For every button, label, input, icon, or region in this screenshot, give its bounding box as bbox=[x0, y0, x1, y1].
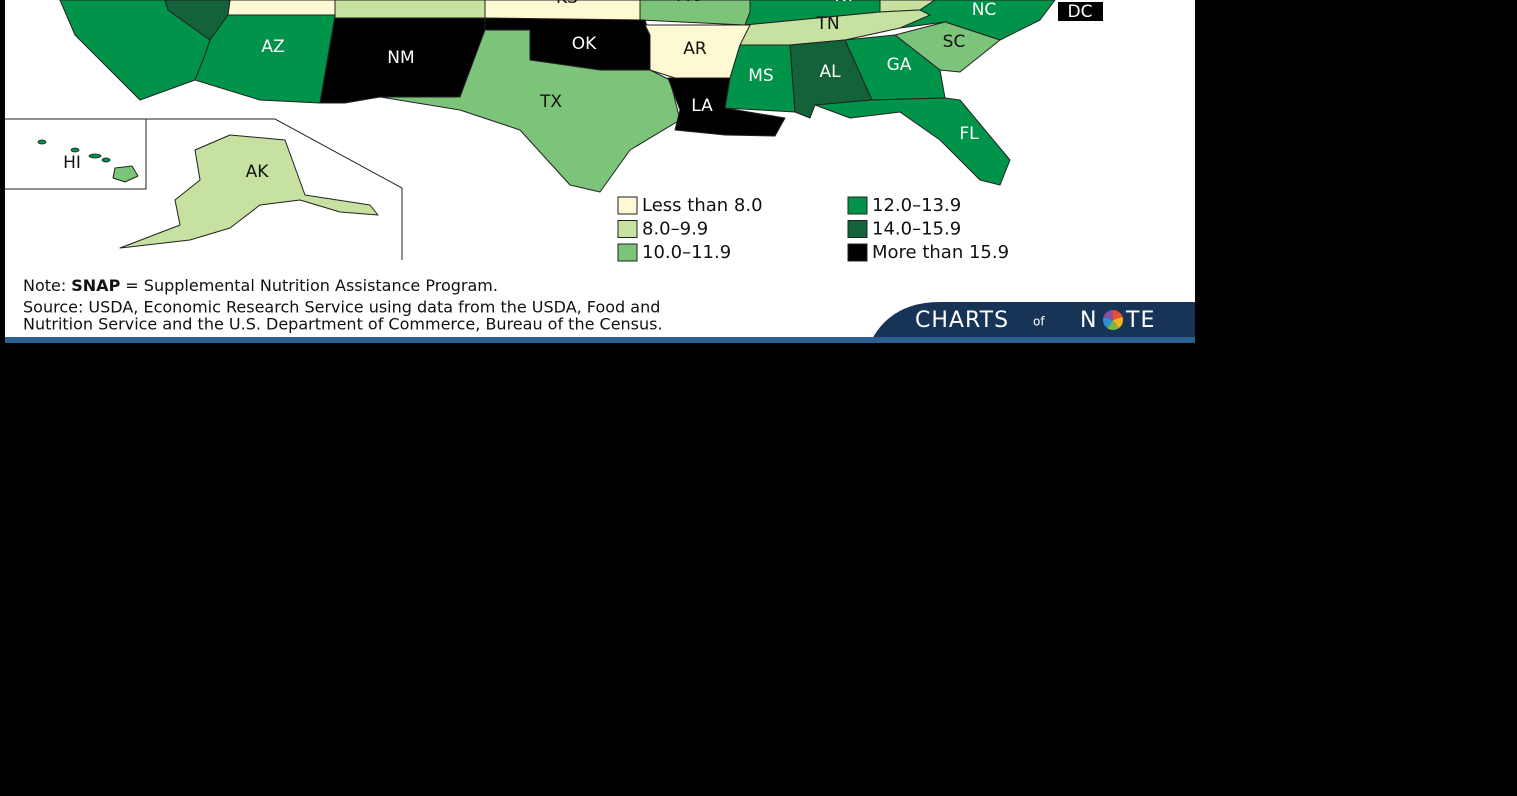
state-label: TX bbox=[539, 92, 562, 112]
logo-pie bbox=[1103, 310, 1113, 320]
legend-swatch bbox=[617, 243, 638, 262]
logo-pie bbox=[1113, 310, 1123, 320]
state-box bbox=[1058, 2, 1103, 21]
legend-swatch bbox=[617, 220, 638, 238]
island bbox=[70, 147, 80, 153]
state-label: SC bbox=[943, 32, 966, 52]
legend-label: 10.0–11.9 bbox=[642, 242, 731, 263]
logo-text: CHARTS bbox=[915, 308, 1009, 333]
state-labels: KS MO KY NC DC TN AZ NM OK AR SC MS AL GA TX LA FL HI AK bbox=[63, 0, 1092, 182]
state-label: DC bbox=[1068, 2, 1093, 22]
state-label: GA bbox=[887, 55, 912, 75]
state-shape bbox=[844, 34, 946, 101]
state-shape bbox=[814, 97, 1011, 186]
legend-label: Less than 8.0 bbox=[642, 195, 763, 216]
state-shape bbox=[667, 77, 786, 137]
state-shape bbox=[227, 0, 336, 16]
logo-text: N bbox=[1080, 308, 1097, 333]
state-label: KY bbox=[835, 0, 857, 6]
state-label: AR bbox=[683, 39, 707, 59]
logo-pie bbox=[1113, 316, 1123, 329]
state-label: AK bbox=[246, 162, 270, 182]
logo-pie bbox=[1107, 320, 1119, 330]
state-shape bbox=[112, 165, 139, 183]
logo-text: of bbox=[1033, 315, 1045, 329]
state-label: TN bbox=[815, 14, 839, 34]
state-label: LA bbox=[691, 96, 713, 116]
legend-label: 8.0–9.9 bbox=[642, 219, 708, 240]
state-shape bbox=[119, 134, 379, 249]
state-label: NM bbox=[387, 48, 414, 68]
legend-swatch bbox=[847, 243, 868, 262]
source-line: Source: USDA, Economic Research Service … bbox=[23, 298, 660, 317]
note: Note: SNAP = Supplemental Nutrition Assist… bbox=[23, 276, 498, 295]
state-label: KS bbox=[556, 0, 578, 8]
legend-label: 12.0–13.9 bbox=[872, 195, 961, 216]
logo-text: TE bbox=[1125, 308, 1155, 333]
legend-label: 14.0–15.9 bbox=[872, 219, 961, 240]
note-part: SNAP bbox=[71, 276, 120, 295]
legend-swatch bbox=[617, 196, 638, 215]
state-shape bbox=[334, 0, 486, 19]
state-label: NC bbox=[972, 0, 997, 20]
logo-pie bbox=[1102, 316, 1113, 329]
state-label: MO bbox=[676, 0, 704, 6]
inset-frames bbox=[5, 118, 403, 260]
state-label: MS bbox=[748, 66, 773, 86]
island bbox=[101, 157, 111, 163]
note-part: Note: bbox=[23, 276, 66, 295]
state-label: AL bbox=[819, 62, 841, 82]
footer-strip bbox=[5, 337, 1195, 343]
state-label: FL bbox=[959, 124, 979, 144]
island bbox=[88, 153, 102, 159]
legend-swatch bbox=[847, 220, 868, 238]
source-line: Nutrition Service and the U.S. Departmen… bbox=[23, 315, 663, 334]
note-part: = Supplemental Nutrition Assistance Prog… bbox=[125, 276, 498, 295]
state-label: OK bbox=[572, 34, 597, 54]
legend-swatch bbox=[847, 196, 868, 215]
legend-label: More than 15.9 bbox=[872, 242, 1009, 263]
state-label: AZ bbox=[261, 37, 284, 57]
island bbox=[37, 139, 47, 145]
state-label: HI bbox=[63, 153, 81, 173]
